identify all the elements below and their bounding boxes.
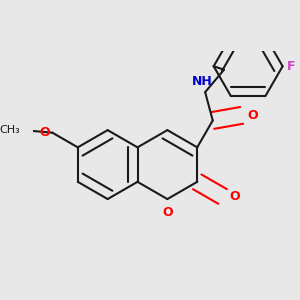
Text: O: O [247,109,257,122]
Text: F: F [286,60,295,73]
Text: NH: NH [192,75,213,88]
Text: O: O [229,190,240,203]
Text: O: O [162,206,173,219]
Text: CH₃: CH₃ [0,125,21,135]
Text: O: O [39,126,50,139]
